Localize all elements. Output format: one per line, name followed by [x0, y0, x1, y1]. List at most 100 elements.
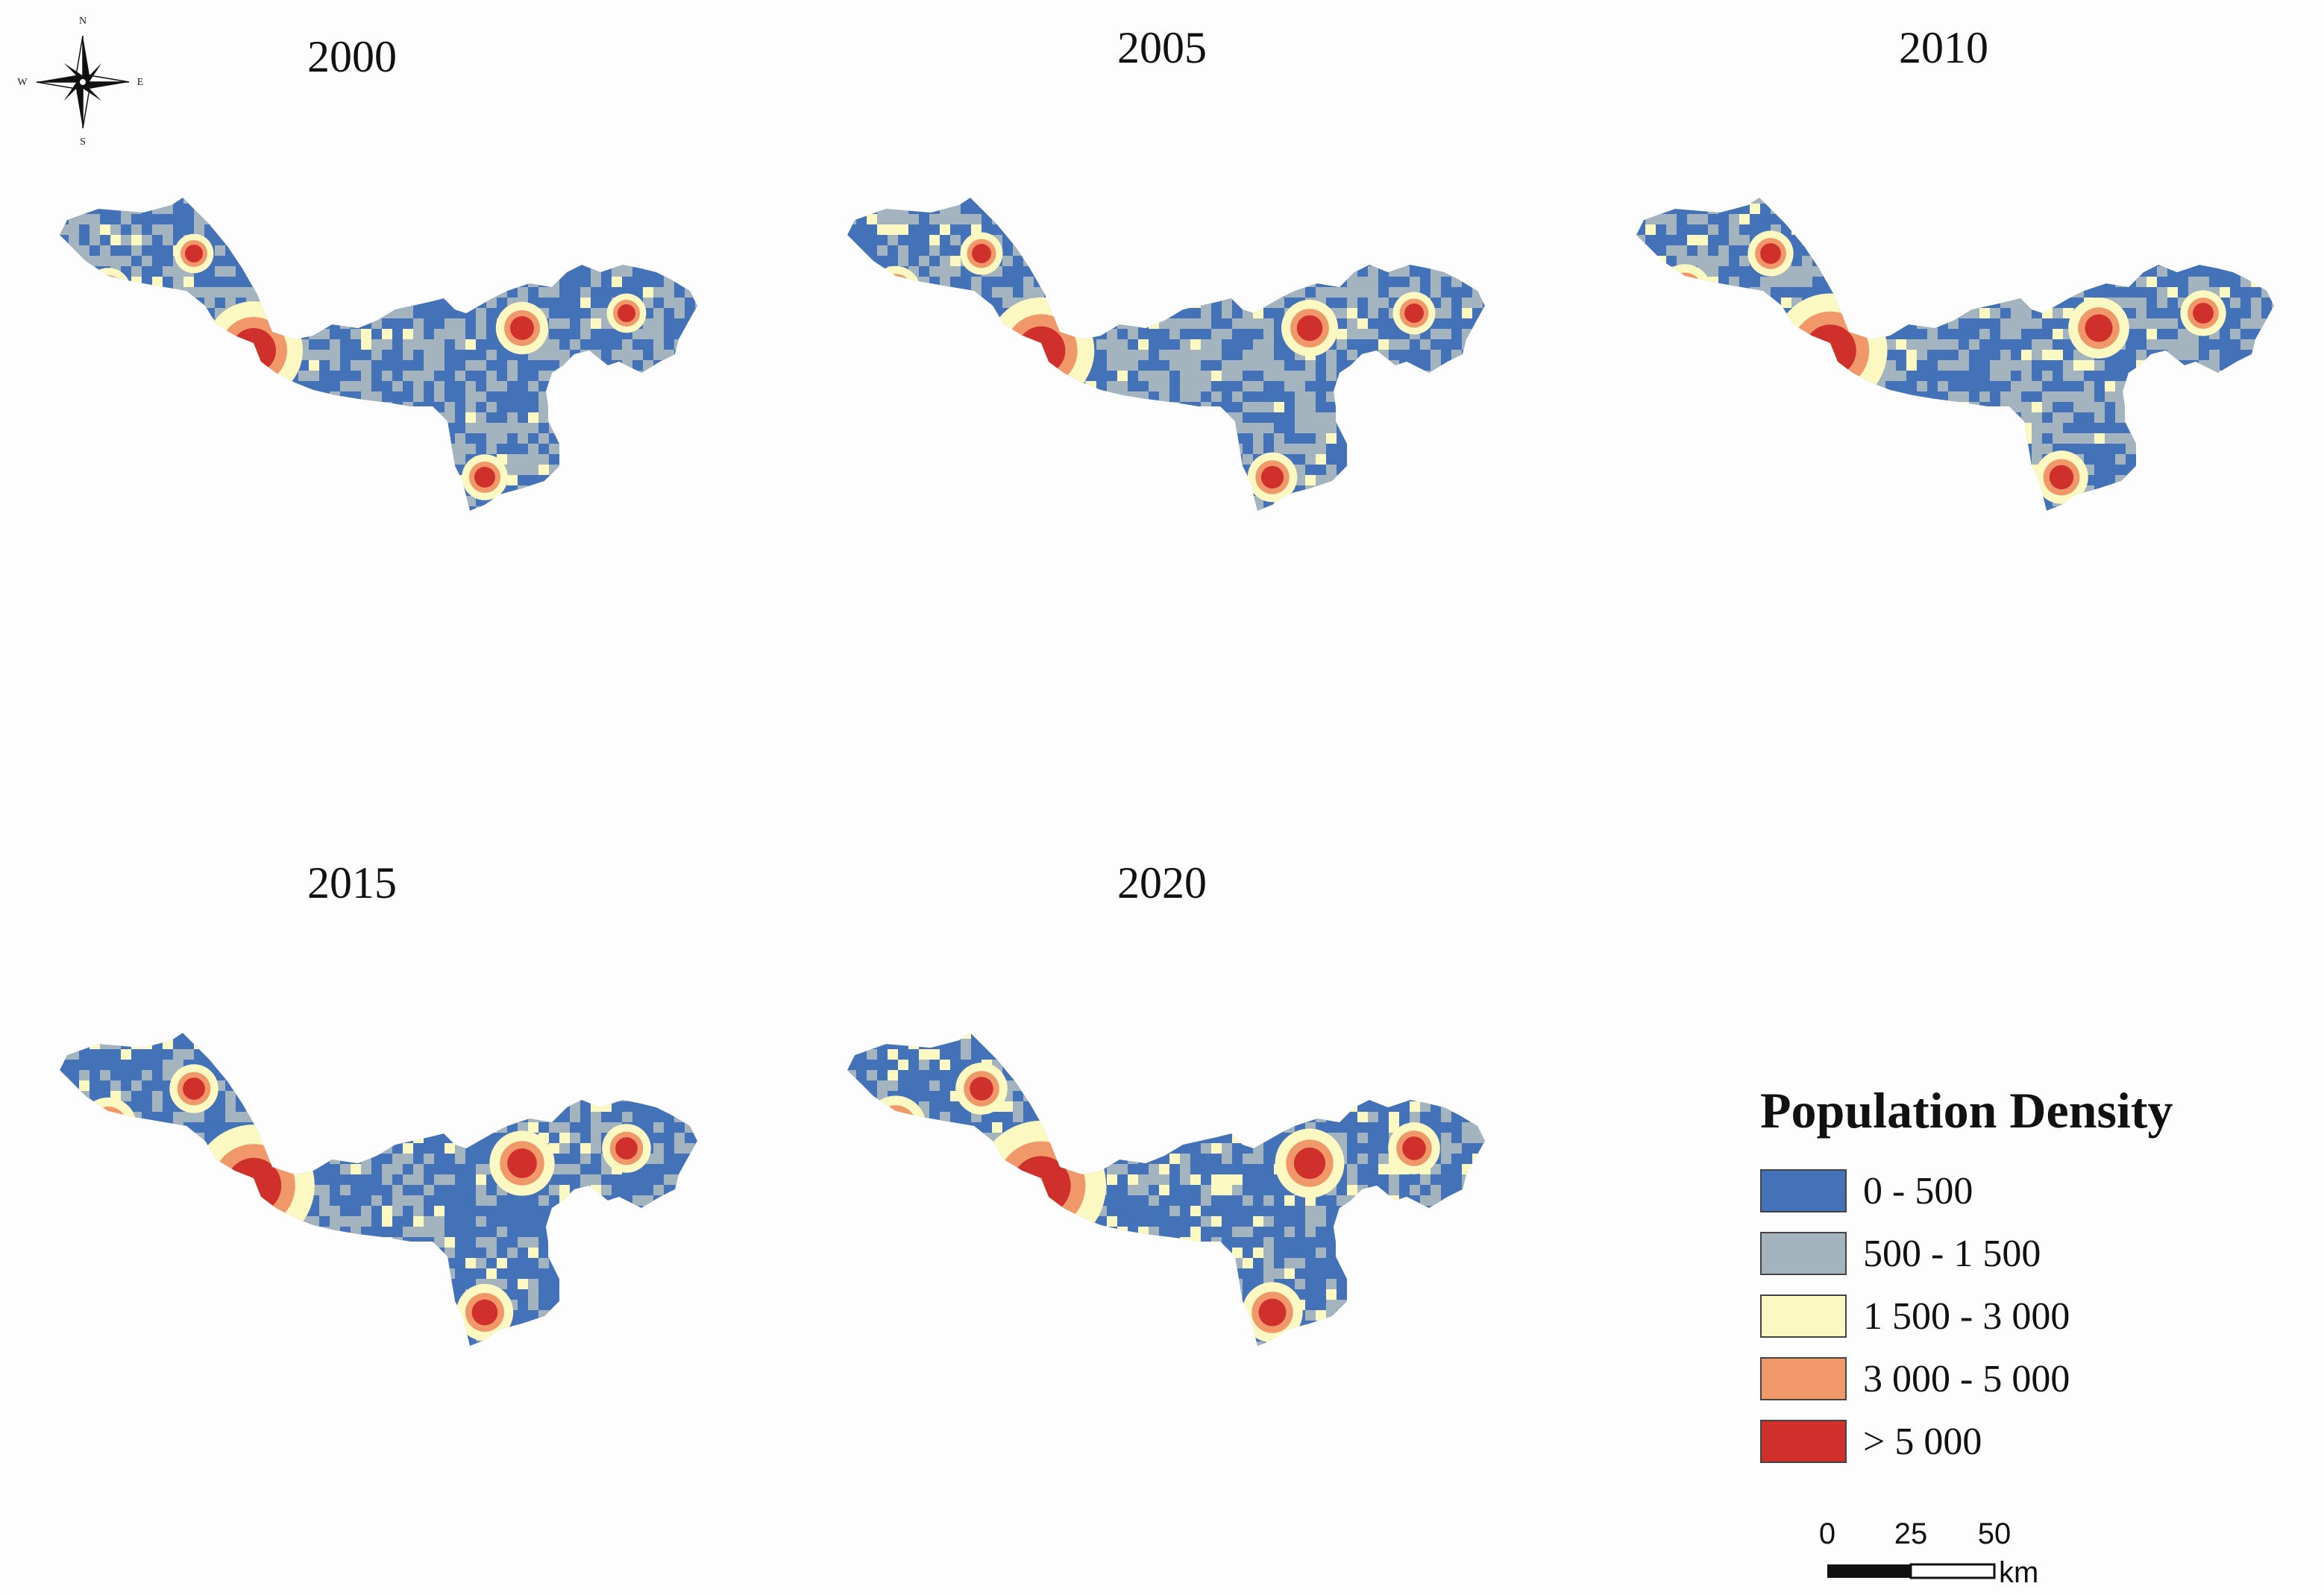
- density-cell: [888, 1248, 898, 1258]
- density-cell: [403, 1289, 413, 1300]
- density-cell: [1180, 350, 1190, 360]
- density-cell: [549, 198, 559, 204]
- density-cell: [888, 1133, 898, 1143]
- density-cell: [424, 287, 434, 298]
- density-cell: [674, 517, 685, 527]
- density-cell: [2000, 465, 2011, 475]
- density-cell: [580, 1237, 591, 1248]
- density-cell: [664, 412, 674, 423]
- density-cell: [622, 1248, 632, 1258]
- density-cell: [2272, 433, 2274, 444]
- density-cell: [1493, 287, 1504, 298]
- density-cell: [2021, 318, 2032, 329]
- density-cell: [340, 266, 351, 277]
- density-cell: [982, 433, 992, 444]
- density-cell: [528, 465, 538, 475]
- density-cell: [518, 1033, 528, 1039]
- density-cell: [1117, 183, 1128, 193]
- density-cell: [1347, 1164, 1357, 1174]
- density-cell: [622, 485, 632, 496]
- density-cell: [1023, 423, 1034, 433]
- density-cell: [847, 1258, 856, 1268]
- density-cell: [1138, 350, 1149, 360]
- density-cell: [1263, 1091, 1274, 1101]
- density-cell: [79, 214, 89, 224]
- density-cell: [825, 1195, 835, 1206]
- density-cell: [89, 1216, 100, 1227]
- density-cell: [570, 1164, 580, 1174]
- density-cell: [1430, 1060, 1441, 1070]
- density-cell: [612, 256, 622, 266]
- density-cell: [653, 1341, 664, 1346]
- density-cell: [1086, 1070, 1096, 1080]
- density-cell: [340, 1289, 351, 1300]
- density-cell: [351, 198, 361, 204]
- density-cell: [309, 245, 319, 256]
- density-cell: [1117, 381, 1128, 391]
- density-cell: [215, 287, 225, 298]
- urban-hotspot: [1404, 303, 1424, 323]
- density-cell: [570, 381, 580, 391]
- density-cell: [1771, 183, 1781, 193]
- density-cell: [695, 496, 697, 506]
- density-cell: [319, 329, 330, 339]
- density-cell: [940, 423, 950, 433]
- density-cell: [215, 1018, 225, 1028]
- density-cell: [486, 1080, 497, 1091]
- density-cell: [37, 266, 48, 277]
- density-cell: [100, 183, 110, 193]
- density-cell: [632, 245, 643, 256]
- density-cell: [664, 1237, 674, 1248]
- density-cell: [695, 1185, 697, 1195]
- density-cell: [152, 1289, 163, 1300]
- density-cell: [664, 287, 674, 298]
- density-cell: [1284, 444, 1295, 454]
- density-cell: [298, 517, 309, 527]
- density-cell: [898, 1060, 908, 1070]
- density-cell: [121, 1237, 131, 1248]
- density-cell: [2230, 235, 2240, 245]
- density-cell: [1326, 391, 1337, 402]
- density-cell: [1614, 506, 1624, 517]
- density-cell: [1065, 496, 1075, 506]
- density-cell: [267, 1049, 277, 1060]
- density-cell: [685, 1080, 695, 1091]
- density-cell: [1430, 391, 1441, 402]
- density-cell: [825, 287, 835, 298]
- density-cell: [100, 423, 110, 433]
- density-cell: [2282, 423, 2293, 433]
- urban-hotspot: [970, 1077, 993, 1101]
- density-cell: [1190, 1237, 1201, 1248]
- density-cell: [507, 1352, 518, 1362]
- density-cell: [424, 1216, 434, 1227]
- density-cell: [1368, 485, 1378, 496]
- density-cell: [1138, 412, 1149, 423]
- density-cell: [1295, 1060, 1305, 1070]
- density-cell: [424, 339, 434, 350]
- density-cell: [1044, 381, 1055, 391]
- density-cell: [1917, 433, 1927, 444]
- density-cell: [950, 256, 961, 266]
- density-cell: [518, 214, 528, 224]
- density-cell: [1295, 475, 1305, 485]
- density-cell: [664, 485, 674, 496]
- density-cell: [173, 183, 183, 193]
- density-cell: [1232, 1049, 1243, 1060]
- density-cell: [1357, 1154, 1368, 1164]
- density-cell: [1243, 1258, 1253, 1268]
- density-cell: [643, 245, 653, 256]
- density-cell: [173, 1060, 183, 1070]
- legend-swatch: [1760, 1420, 1847, 1463]
- density-cell: [1034, 1268, 1044, 1279]
- density-cell: [1493, 1258, 1504, 1268]
- density-cell: [612, 1352, 622, 1362]
- density-cell: [1802, 517, 1812, 527]
- density-cell: [2136, 214, 2146, 224]
- density-cell: [1347, 1018, 1357, 1028]
- density-cell: [1201, 402, 1211, 412]
- density-cell: [2126, 266, 2136, 277]
- density-cell: [940, 1331, 950, 1341]
- density-cell: [1472, 1154, 1483, 1164]
- density-cell: [1013, 1237, 1023, 1248]
- density-cell: [706, 1028, 716, 1039]
